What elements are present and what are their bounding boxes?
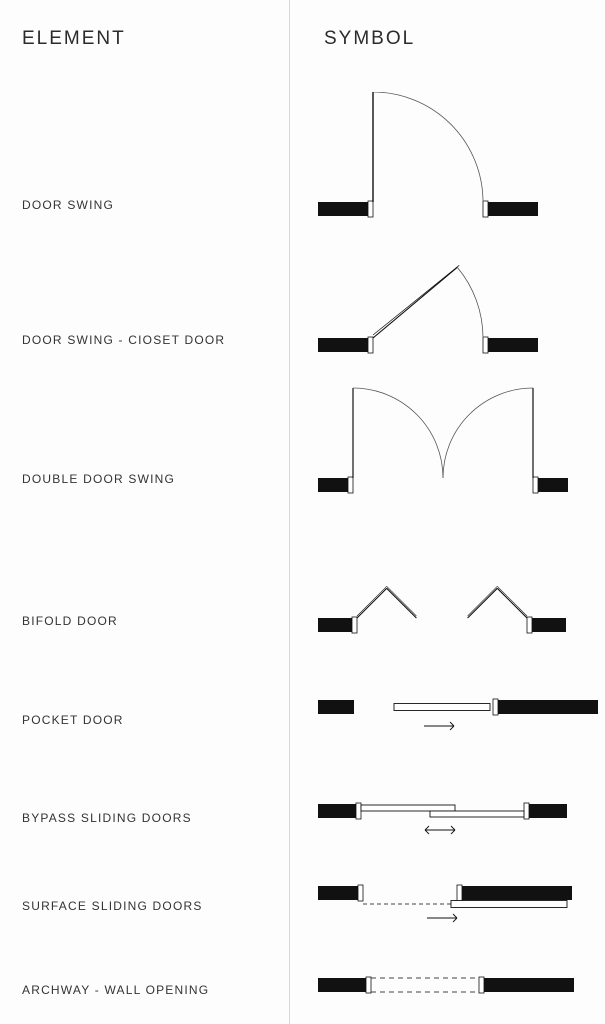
- label-bypass: BYPASS SLIDING DOORS: [22, 811, 192, 825]
- label-door-swing: DOOR SWING: [22, 198, 114, 212]
- symbol-archway: [290, 968, 605, 1004]
- symbol-closet-swing: [290, 242, 605, 362]
- symbol-pocket: [290, 688, 605, 744]
- legend-page: ELEMENT DOOR SWING DOOR SWING - CIOSET D…: [0, 0, 605, 1024]
- symbol-double-swing: [290, 380, 605, 500]
- symbol-door-swing: [290, 92, 605, 222]
- symbol-bifold: [290, 552, 605, 642]
- label-bifold: BIFOLD DOOR: [22, 614, 118, 628]
- symbol-bypass: [290, 790, 605, 846]
- symbol-header: SYMBOL: [290, 28, 605, 50]
- label-pocket: POCKET DOOR: [22, 713, 124, 727]
- label-archway: ARCHWAY - WALL OPENING: [22, 983, 209, 997]
- label-closet-swing: DOOR SWING - CIOSET DOOR: [22, 333, 225, 347]
- symbol-surface: [290, 876, 605, 936]
- element-column: ELEMENT DOOR SWING DOOR SWING - CIOSET D…: [0, 0, 290, 1024]
- element-header: ELEMENT: [22, 28, 289, 50]
- label-surface: SURFACE SLIDING DOORS: [22, 899, 203, 913]
- symbol-column: SYMBOL: [290, 0, 605, 1024]
- label-double-swing: DOUBLE DOOR SWING: [22, 472, 175, 486]
